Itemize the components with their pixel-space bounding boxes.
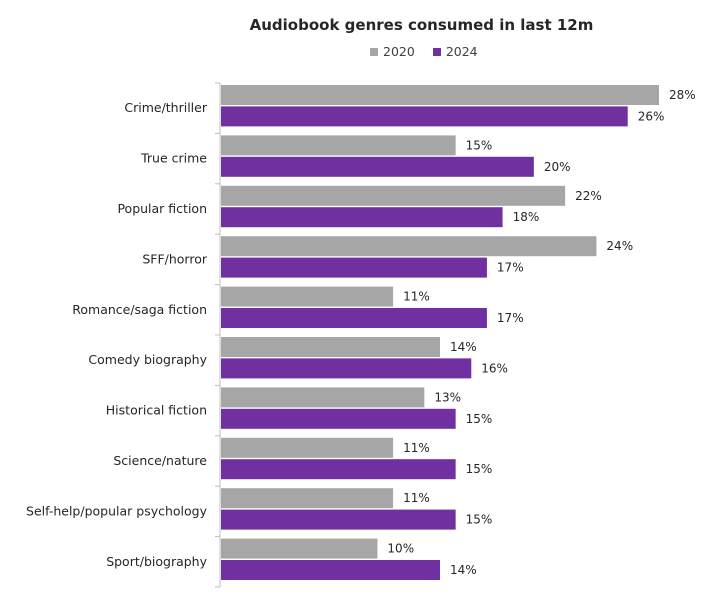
bar-2020 [221, 437, 394, 458]
data-label-2024: 14% [450, 563, 477, 577]
data-label-2024: 17% [497, 261, 524, 275]
bar-2020 [221, 85, 659, 105]
legend-item-2024: 2024 [432, 44, 478, 59]
bar-2024 [221, 408, 456, 429]
data-label-2020: 13% [434, 390, 461, 404]
data-label-2020: 28% [669, 88, 696, 102]
bar-2024 [221, 459, 456, 480]
category-label: SFF/horror [142, 251, 208, 266]
bar-2020 [221, 185, 566, 206]
chart-title: Audiobook genres consumed in last 12m [249, 16, 594, 34]
legend: 2020 2024 [370, 44, 478, 59]
category-label: Self-help/popular psychology [26, 503, 208, 518]
legend-swatch-2024 [432, 47, 441, 56]
data-label-2024: 15% [466, 513, 493, 527]
category-label: Crime/thriller [124, 100, 207, 115]
data-label-2024: 15% [466, 412, 493, 426]
bar-2024 [221, 106, 628, 127]
data-label-2024: 20% [544, 160, 571, 174]
data-label-2020: 24% [606, 239, 633, 253]
data-label-2020: 14% [450, 340, 477, 354]
bar-2024 [221, 207, 503, 228]
category-label: Historical fiction [106, 403, 207, 418]
bar-2020 [221, 236, 597, 257]
data-label-2020: 11% [403, 290, 430, 304]
legend-item-2020: 2020 [370, 44, 415, 59]
category-label: Comedy biography [88, 352, 207, 367]
bar-2020 [221, 286, 394, 307]
data-label-2024: 15% [466, 462, 493, 476]
bar-2024 [221, 308, 487, 328]
data-label-2024: 26% [638, 109, 665, 123]
data-label-2020: 11% [403, 491, 430, 505]
category-label: Popular fiction [117, 201, 207, 216]
data-label-2020: 10% [387, 542, 414, 556]
legend-label-2024: 2024 [445, 44, 478, 59]
bar-2024 [221, 156, 534, 177]
bar-2024 [221, 358, 472, 379]
bar-2024 [221, 257, 487, 278]
data-label-2020: 15% [466, 138, 493, 152]
data-label-2024: 18% [513, 210, 540, 224]
data-label-2024: 17% [497, 311, 524, 325]
category-label: Sport/biography [106, 554, 207, 569]
bar-2020 [221, 488, 394, 509]
legend-swatch-2020 [370, 47, 378, 56]
data-label-2020: 22% [575, 189, 602, 203]
data-label-2024: 16% [481, 361, 508, 375]
bar-2024 [221, 509, 456, 530]
bar-2020 [221, 337, 440, 357]
category-label: Science/nature [113, 453, 207, 468]
bar-2020 [221, 387, 425, 408]
legend-label-2020: 2020 [383, 44, 415, 59]
data-label-2020: 11% [403, 441, 430, 455]
bar-2020 [221, 538, 378, 559]
category-label: Romance/saga fiction [72, 302, 207, 317]
bar-2020 [221, 135, 456, 156]
category-label: True crime [140, 151, 207, 166]
bar-2024 [221, 560, 440, 580]
